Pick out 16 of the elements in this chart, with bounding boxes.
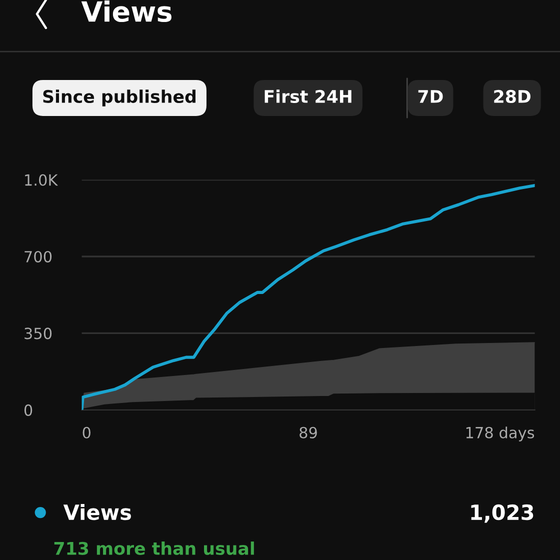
text: 713 more than usual — [54, 542, 254, 555]
text: 7D — [418, 90, 443, 103]
text: 28D — [494, 90, 530, 104]
text: First 24H — [264, 90, 352, 104]
y-tick-label: 0 — [24, 404, 32, 416]
y-tick-label: 1.0K — [25, 174, 58, 186]
text: 1,023 — [471, 504, 534, 523]
chart-title: Views — [81, 0, 172, 22]
legend-label: Views — [63, 504, 131, 520]
x-tick-label: 0 — [82, 426, 90, 438]
line-series — [82, 184, 535, 410]
x-tick-label: 178 days — [466, 426, 534, 442]
text: Since published — [43, 90, 196, 106]
x-tick-label: 89 — [300, 426, 317, 438]
y-tick-label: 350 — [24, 328, 52, 340]
y-tick-label: 700 — [24, 250, 52, 262]
